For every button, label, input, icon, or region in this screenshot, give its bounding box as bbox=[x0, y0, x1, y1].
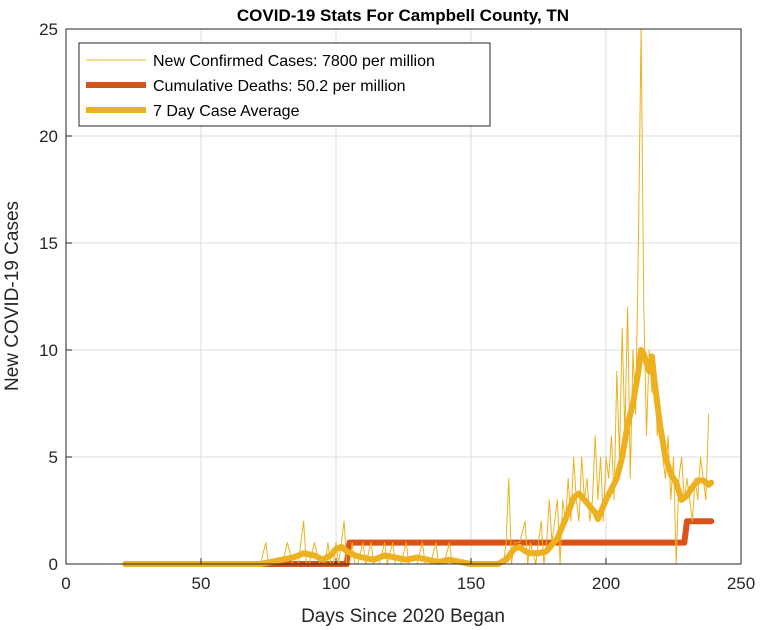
x-tick-label: 50 bbox=[192, 574, 211, 593]
chart-title: COVID-19 Stats For Campbell County, TN bbox=[237, 6, 569, 25]
new-cases-line bbox=[124, 28, 710, 565]
y-tick-label: 10 bbox=[39, 341, 58, 360]
x-tick-label: 150 bbox=[457, 574, 485, 593]
legend-label: 7 Day Case Average bbox=[153, 103, 300, 120]
y-tick-label: 15 bbox=[39, 234, 58, 253]
y-axis-label: New COVID-19 Cases bbox=[2, 201, 23, 391]
legend: New Confirmed Cases: 7800 per million Cum… bbox=[78, 42, 491, 127]
y-tick-label: 25 bbox=[39, 20, 58, 39]
x-tick-label: 0 bbox=[61, 574, 70, 593]
ticks: 0 50 100 150 200 250 0 5 10 15 20 25 bbox=[39, 20, 755, 593]
x-axis-label: Days Since 2020 Began bbox=[301, 606, 505, 627]
x-tick-label: 200 bbox=[592, 574, 620, 593]
y-tick-label: 20 bbox=[39, 127, 58, 146]
y-tick-label: 0 bbox=[49, 555, 58, 574]
legend-box bbox=[78, 42, 491, 127]
x-tick-label: 250 bbox=[727, 574, 755, 593]
x-tick-label: 100 bbox=[322, 574, 350, 593]
legend-label: Cumulative Deaths: 50.2 per million bbox=[153, 78, 406, 95]
legend-label: New Confirmed Cases: 7800 per million bbox=[153, 53, 435, 70]
y-tick-label: 5 bbox=[49, 448, 58, 467]
plot-frame bbox=[65, 28, 742, 565]
